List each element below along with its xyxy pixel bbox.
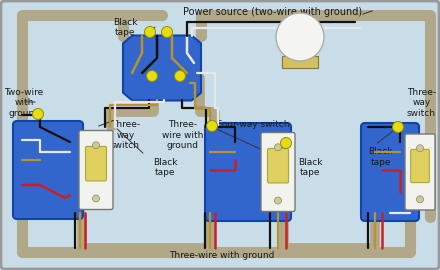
Circle shape	[417, 196, 423, 203]
Circle shape	[281, 137, 291, 149]
Text: Black
tape: Black tape	[153, 158, 177, 177]
Circle shape	[147, 70, 158, 82]
Text: Three-
way
switch: Three- way switch	[111, 120, 140, 150]
Text: Power source (two-wire with ground): Power source (two-wire with ground)	[183, 7, 363, 17]
FancyBboxPatch shape	[411, 149, 429, 183]
FancyBboxPatch shape	[205, 123, 291, 221]
FancyBboxPatch shape	[85, 146, 106, 181]
Text: Three-wire with ground: Three-wire with ground	[169, 251, 275, 260]
Text: Black
tape: Black tape	[113, 18, 138, 37]
Text: Two-wire
with
ground: Two-wire with ground	[4, 88, 44, 117]
Text: Black
tape: Black tape	[368, 147, 393, 167]
Circle shape	[33, 109, 44, 120]
Circle shape	[92, 195, 99, 202]
FancyBboxPatch shape	[361, 123, 419, 221]
Text: Four-way switch: Four-way switch	[217, 120, 289, 129]
Bar	[282, 56, 318, 68]
FancyBboxPatch shape	[268, 148, 289, 183]
FancyBboxPatch shape	[261, 133, 295, 211]
FancyBboxPatch shape	[405, 134, 435, 210]
Circle shape	[276, 13, 324, 61]
Circle shape	[417, 145, 423, 152]
Circle shape	[275, 144, 282, 151]
Circle shape	[175, 70, 186, 82]
Text: Three-
way
switch: Three- way switch	[407, 88, 436, 117]
Text: Black
tape: Black tape	[298, 158, 323, 177]
Circle shape	[392, 122, 403, 133]
Circle shape	[144, 26, 155, 38]
Circle shape	[161, 26, 172, 38]
Text: Three-
wire with
ground: Three- wire with ground	[162, 120, 203, 150]
Circle shape	[206, 120, 217, 131]
Polygon shape	[123, 35, 201, 100]
FancyBboxPatch shape	[13, 121, 83, 219]
Circle shape	[275, 197, 282, 204]
FancyBboxPatch shape	[79, 130, 113, 210]
Circle shape	[92, 142, 99, 149]
